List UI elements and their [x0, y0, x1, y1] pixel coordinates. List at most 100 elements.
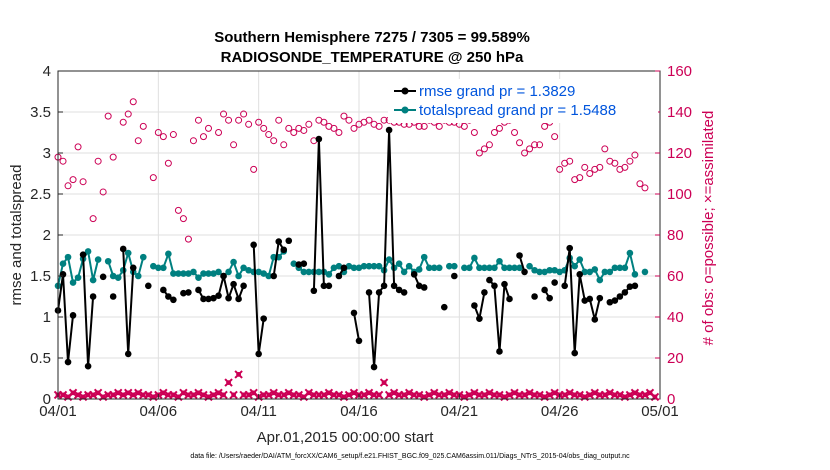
rmse-point	[340, 264, 348, 272]
obs-possible-point	[345, 116, 353, 124]
rmse-point	[84, 362, 92, 370]
obs-assimilated-dot	[441, 392, 447, 398]
rmse-point	[165, 293, 172, 300]
obs-possible-point	[250, 165, 258, 173]
obs-assimilated-dot	[562, 392, 568, 398]
obs-assimilated-dot	[291, 392, 297, 398]
y-tick-label: 2.5	[30, 186, 51, 203]
obs-assimilated-point	[615, 390, 625, 400]
totalspread-point	[235, 272, 242, 280]
rmse-point	[270, 272, 278, 280]
x-tick-label: 04/06	[140, 403, 178, 420]
obs-possible-point	[99, 188, 107, 196]
obs-assimilated-point	[585, 390, 594, 400]
obs-assimilated-dot	[266, 392, 272, 398]
totalspread-point	[435, 264, 443, 272]
rmse-point	[531, 293, 538, 300]
obs-possible-point	[290, 129, 298, 136]
obs-assimilated-dot	[181, 390, 186, 396]
obs-assimilated-dot	[592, 390, 598, 396]
rmse-point	[621, 289, 629, 296]
obs-assimilated-dot	[577, 392, 583, 398]
obs-assimilated-dot	[85, 392, 91, 398]
obs-assimilated-point	[349, 388, 359, 398]
y-tick-label: 1.5	[30, 268, 51, 285]
legend: rmse grand pr = 1.3829 totalspread grand…	[388, 79, 658, 123]
legend-rmse-label: rmse grand pr = 1.3829	[419, 83, 575, 100]
totalspread-point	[581, 268, 589, 276]
obs-assimilated-dot	[371, 392, 377, 398]
obs-assimilated-dot	[552, 390, 558, 396]
legend-spread-label: totalspread grand pr = 1.5488	[419, 102, 616, 119]
obs-assimilated-dot	[326, 390, 332, 396]
obs-possible-point	[225, 116, 233, 124]
totalspread-point	[170, 270, 177, 277]
obs-assimilated-point	[590, 388, 599, 398]
obs-assimilated-point	[445, 388, 454, 398]
totalspread-point	[134, 272, 142, 280]
obs-assimilated-point	[334, 390, 344, 400]
obs-possible-point	[240, 110, 248, 118]
rmse-point	[521, 268, 528, 276]
obs-possible-point	[581, 163, 589, 171]
obs-assimilated-point	[209, 390, 218, 400]
obs-assimilated-point	[495, 390, 504, 400]
totalspread-point	[200, 270, 207, 277]
rmse-point	[400, 289, 408, 296]
obs-assimilated-dot	[331, 392, 337, 398]
rmse-point	[295, 261, 303, 268]
obs-assimilated-dot	[527, 390, 532, 396]
totalspread-point	[476, 264, 483, 272]
totalspread-point	[430, 264, 438, 272]
obs-assimilated-dot	[241, 392, 247, 398]
obs-assimilated-dot	[391, 390, 397, 396]
totalspread-point	[330, 264, 338, 272]
obs-possible-point	[460, 122, 468, 130]
obs-possible-point	[420, 122, 428, 130]
obs-assimilated-dot	[311, 392, 317, 398]
rmse-point	[89, 293, 97, 300]
totalspread-point	[451, 262, 458, 270]
obs-possible-point	[611, 159, 619, 167]
rmse-point	[310, 287, 318, 295]
grid	[58, 71, 660, 399]
totalspread-point	[526, 262, 533, 270]
obs-possible-point	[164, 159, 172, 167]
obs-assimilated-dot	[321, 392, 327, 398]
obs-assimilated-dot	[376, 392, 382, 398]
rmse-line	[353, 312, 360, 341]
rmse-point	[631, 282, 639, 290]
x-axis: 04/01 04/06 04/11 04/16 04/21 04/26 05/01	[39, 394, 679, 420]
obs-possible-point	[320, 118, 328, 126]
totalspread-point	[240, 264, 247, 272]
totalspread-point	[150, 262, 157, 270]
y-right-tick-label: 160	[667, 63, 692, 80]
obs-assimilated-point	[229, 390, 238, 400]
rmse-point	[380, 282, 388, 290]
rmse-point	[385, 126, 393, 134]
obs-possible-point	[586, 170, 594, 177]
obs-possible-point	[485, 141, 493, 149]
obs-assimilated-dot	[75, 392, 81, 398]
obs-possible-point	[365, 116, 373, 124]
totalspread-point	[255, 268, 262, 276]
rmse-point	[561, 282, 568, 290]
obs-possible-point	[129, 98, 137, 106]
obs-assimilated-dot	[276, 392, 282, 398]
totalspread-point	[325, 271, 333, 278]
obs-assimilated-point	[510, 388, 519, 398]
totalspread-point	[335, 262, 343, 270]
rmse-point	[79, 251, 87, 258]
totalspread-point	[160, 264, 167, 272]
obs-possible-point	[305, 120, 313, 128]
rmse-point	[235, 295, 242, 303]
obs-assimilated-dot	[70, 390, 76, 396]
obs-assimilated-dot	[130, 392, 136, 398]
obs-assimilated-dot	[502, 394, 507, 400]
obs-possible-point	[159, 133, 167, 141]
obs-assimilated-dot	[201, 392, 206, 398]
totalspread-point	[370, 262, 378, 270]
obs-assimilated-dot	[446, 390, 452, 396]
obs-assimilated-dot	[512, 390, 517, 396]
obs-assimilated-point	[108, 390, 118, 400]
